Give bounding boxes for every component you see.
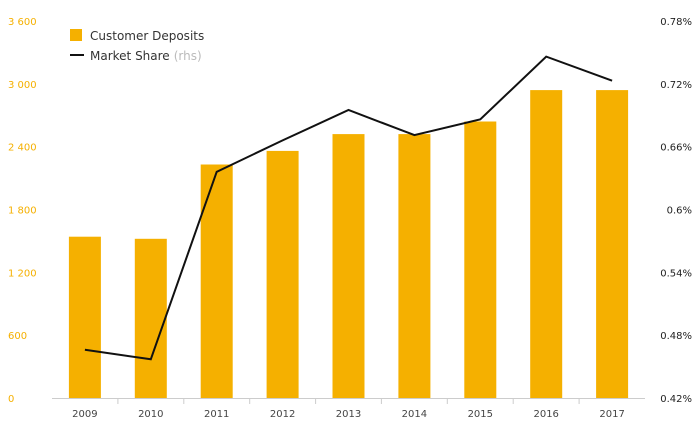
bar-2009 xyxy=(68,236,101,398)
left-tick-label: 1 200 xyxy=(8,268,37,279)
legend: Customer Deposits Market Share (rhs) xyxy=(70,29,204,63)
legend-label-market-share-name: Market Share xyxy=(90,49,170,63)
legend-marker-customer-deposits xyxy=(70,29,82,41)
x-tick-label-2016: 2016 xyxy=(533,409,558,420)
right-tick-label: 0.66% xyxy=(660,143,692,154)
bar-2015 xyxy=(464,121,497,398)
left-tick-label: 2 400 xyxy=(8,143,37,154)
legend-label-market-share-suffix: (rhs) xyxy=(174,49,202,63)
x-tick-label-2012: 2012 xyxy=(270,409,295,420)
axes-layer: 2009 2010 2011 2012 2013 2014 2015 2016 2017 0 600… xyxy=(8,17,692,420)
bar-2012 xyxy=(266,150,299,398)
bars-layer xyxy=(68,90,629,398)
x-tick-label-2011: 2011 xyxy=(204,409,229,420)
x-tick-label-2017: 2017 xyxy=(599,409,624,420)
left-tick-label: 600 xyxy=(8,331,27,342)
x-tick-label-2009: 2009 xyxy=(72,409,97,420)
bar-2017 xyxy=(596,90,629,398)
left-tick-label: 3 000 xyxy=(8,80,37,91)
left-tick-label: 3 600 xyxy=(8,17,37,28)
right-tick-label: 0.48% xyxy=(660,331,692,342)
x-tick-label-2013: 2013 xyxy=(336,409,361,420)
right-tick-label: 0.72% xyxy=(660,80,692,91)
market-share-line xyxy=(84,55,613,361)
legend-label-customer-deposits: Customer Deposits xyxy=(90,29,204,43)
x-tick-label-2015: 2015 xyxy=(468,409,493,420)
bar-2013 xyxy=(332,134,365,398)
right-tick-label: 0.54% xyxy=(660,268,692,279)
x-tick-label-2010: 2010 xyxy=(138,409,163,420)
right-tick-label: 0.78% xyxy=(660,17,692,28)
legend-label-market-share: Market Share (rhs) xyxy=(90,49,202,63)
x-tick-label-2014: 2014 xyxy=(402,409,427,420)
line-layer xyxy=(84,55,613,361)
bar-2014 xyxy=(398,134,431,398)
bar-2011 xyxy=(200,164,233,398)
left-tick-label: 0 xyxy=(8,394,14,405)
bar-2010 xyxy=(134,238,167,398)
left-tick-label: 1 800 xyxy=(8,206,37,217)
right-tick-label: 0.6% xyxy=(667,206,692,217)
right-tick-label: 0.42% xyxy=(660,394,692,405)
bar-2016 xyxy=(530,90,563,398)
